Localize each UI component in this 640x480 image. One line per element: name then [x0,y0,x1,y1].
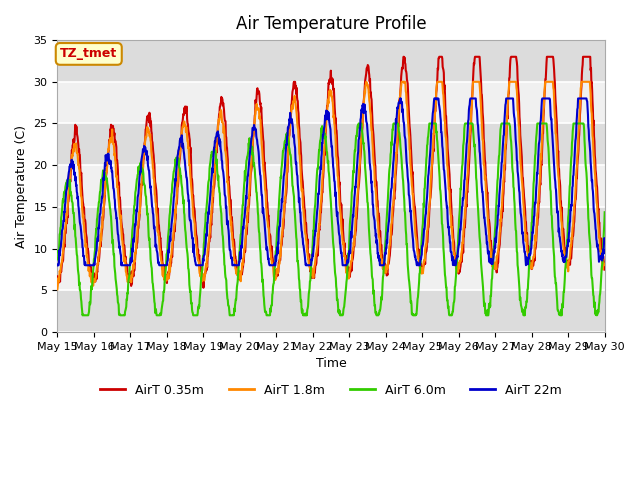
AirT 1.8m [362,79,370,84]
AirT 1.8m [417,265,424,271]
Line: AirT 1.8m: AirT 1.8m [58,82,605,289]
AirT 1.8m [601,261,609,267]
AirT 0.35m [417,266,424,272]
AirT 22m [54,263,61,268]
AirT 0.35m [488,256,496,262]
Bar [58,40,605,82]
AirT 6.0m [237,231,244,237]
X-axis label: Time: Time [316,357,346,370]
Title: Air Temperature Profile: Air Temperature Profile [236,15,426,33]
AirT 6.0m [488,276,496,281]
AirT 0.35m [54,274,61,279]
AirT 0.35m [536,182,544,188]
AirT 22m [417,258,424,264]
AirT 6.0m [79,312,86,318]
AirT 1.8m [175,157,183,163]
AirT 6.0m [175,165,183,171]
AirT 6.0m [163,260,170,265]
AirT 1.8m [488,254,495,260]
AirT 22m [536,122,544,128]
Bar [58,207,605,249]
Text: TZ_tmet: TZ_tmet [60,48,117,60]
AirT 1.8m [237,270,244,276]
AirT 6.0m [355,120,362,126]
Bar [58,290,605,332]
AirT 6.0m [536,120,544,126]
Bar [58,249,605,290]
Line: AirT 22m: AirT 22m [58,98,605,265]
AirT 22m [488,258,495,264]
AirT 22m [175,144,183,150]
Bar [58,82,605,123]
AirT 0.35m [237,274,244,279]
AirT 1.8m [162,276,170,282]
AirT 1.8m [54,287,61,292]
AirT 0.35m [175,162,183,168]
AirT 1.8m [536,174,544,180]
AirT 22m [162,263,170,268]
AirT 22m [396,96,404,101]
AirT 0.35m [601,265,609,271]
AirT 22m [237,252,244,258]
AirT 0.35m [200,285,207,290]
AirT 6.0m [417,260,424,265]
AirT 22m [601,236,609,242]
AirT 6.0m [601,209,609,215]
Bar [58,165,605,207]
AirT 0.35m [162,275,170,281]
AirT 6.0m [54,256,61,262]
Y-axis label: Air Temperature (C): Air Temperature (C) [15,124,28,248]
Legend: AirT 0.35m, AirT 1.8m, AirT 6.0m, AirT 22m: AirT 0.35m, AirT 1.8m, AirT 6.0m, AirT 2… [95,379,567,402]
Line: AirT 0.35m: AirT 0.35m [58,57,605,288]
AirT 0.35m [399,54,407,60]
Bar [58,123,605,165]
Line: AirT 6.0m: AirT 6.0m [58,123,605,315]
